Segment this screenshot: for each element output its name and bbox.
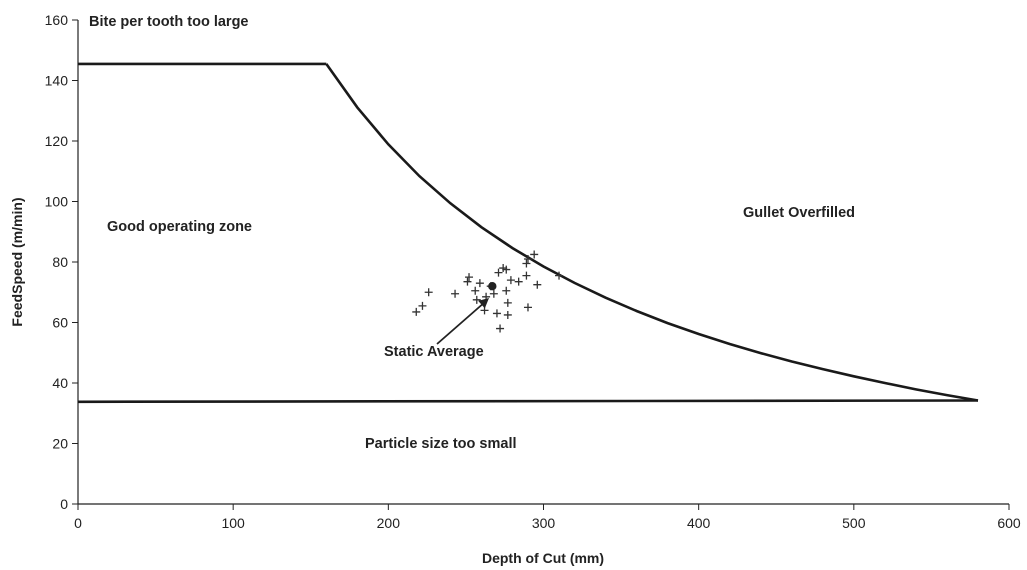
x-tick-label: 300 (532, 515, 556, 531)
data-point (533, 280, 542, 289)
axis-ticks: 0 100 200 300 400 500 600 0 20 40 60 80 100 120 140 160 (45, 12, 1021, 531)
boundary-gullet-limit-curve (325, 63, 979, 402)
data-point (503, 298, 512, 307)
data-point (506, 276, 515, 285)
data-point (523, 254, 532, 263)
data-point (523, 303, 532, 312)
y-tick-label: 140 (45, 73, 69, 89)
data-point (471, 286, 480, 295)
y-tick-label: 60 (52, 315, 68, 331)
data-point (522, 271, 531, 280)
annotation-particle-too-small: Particle size too small (365, 436, 517, 452)
x-axis-title: Depth of Cut (mm) (482, 550, 604, 566)
y-tick-label: 40 (52, 375, 68, 391)
data-point (472, 295, 481, 304)
data-point (496, 324, 505, 333)
annotation-gullet-overfilled: Gullet Overfilled (743, 205, 855, 221)
x-tick-label: 600 (997, 515, 1021, 531)
annotation-bite-too-large: Bite per tooth too large (89, 14, 249, 30)
boundary-particle-size-limit (77, 399, 979, 404)
static-average-arrowhead (478, 298, 489, 309)
y-tick-label: 80 (52, 254, 68, 270)
y-tick-label: 0 (60, 496, 68, 512)
zone-boundaries (77, 62, 979, 404)
data-point (522, 259, 531, 268)
data-point (555, 271, 564, 280)
data-point (492, 309, 501, 318)
data-point (451, 289, 460, 298)
data-point (412, 307, 421, 316)
y-axis-title: FeedSpeed (m/min) (9, 197, 25, 326)
static-average-arrow (436, 301, 486, 345)
data-point (424, 288, 433, 297)
x-tick-label: 0 (74, 515, 82, 531)
y-tick-label: 100 (45, 194, 69, 210)
y-tick-label: 120 (45, 133, 69, 149)
static-average-point (488, 282, 497, 291)
data-point (463, 277, 472, 286)
data-point (502, 265, 511, 274)
data-point (494, 268, 503, 277)
x-tick-label: 100 (221, 515, 245, 531)
y-tick-label: 20 (52, 436, 68, 452)
data-point (418, 301, 427, 310)
data-point (502, 286, 511, 295)
annotation-good-zone: Good operating zone (107, 219, 252, 235)
data-point (530, 250, 539, 259)
x-tick-label: 200 (377, 515, 401, 531)
x-tick-label: 400 (687, 515, 711, 531)
data-point (465, 273, 474, 282)
zone-annotations: Bite per tooth too large Good operating … (89, 14, 855, 452)
y-tick-label: 160 (45, 12, 69, 28)
data-point (489, 289, 498, 298)
data-points (412, 250, 564, 333)
data-point (503, 310, 512, 319)
data-point (514, 277, 523, 286)
data-point (475, 279, 484, 288)
plot-area (77, 20, 1009, 505)
annotation-static-average: Static Average (384, 344, 484, 360)
x-tick-label: 500 (842, 515, 866, 531)
